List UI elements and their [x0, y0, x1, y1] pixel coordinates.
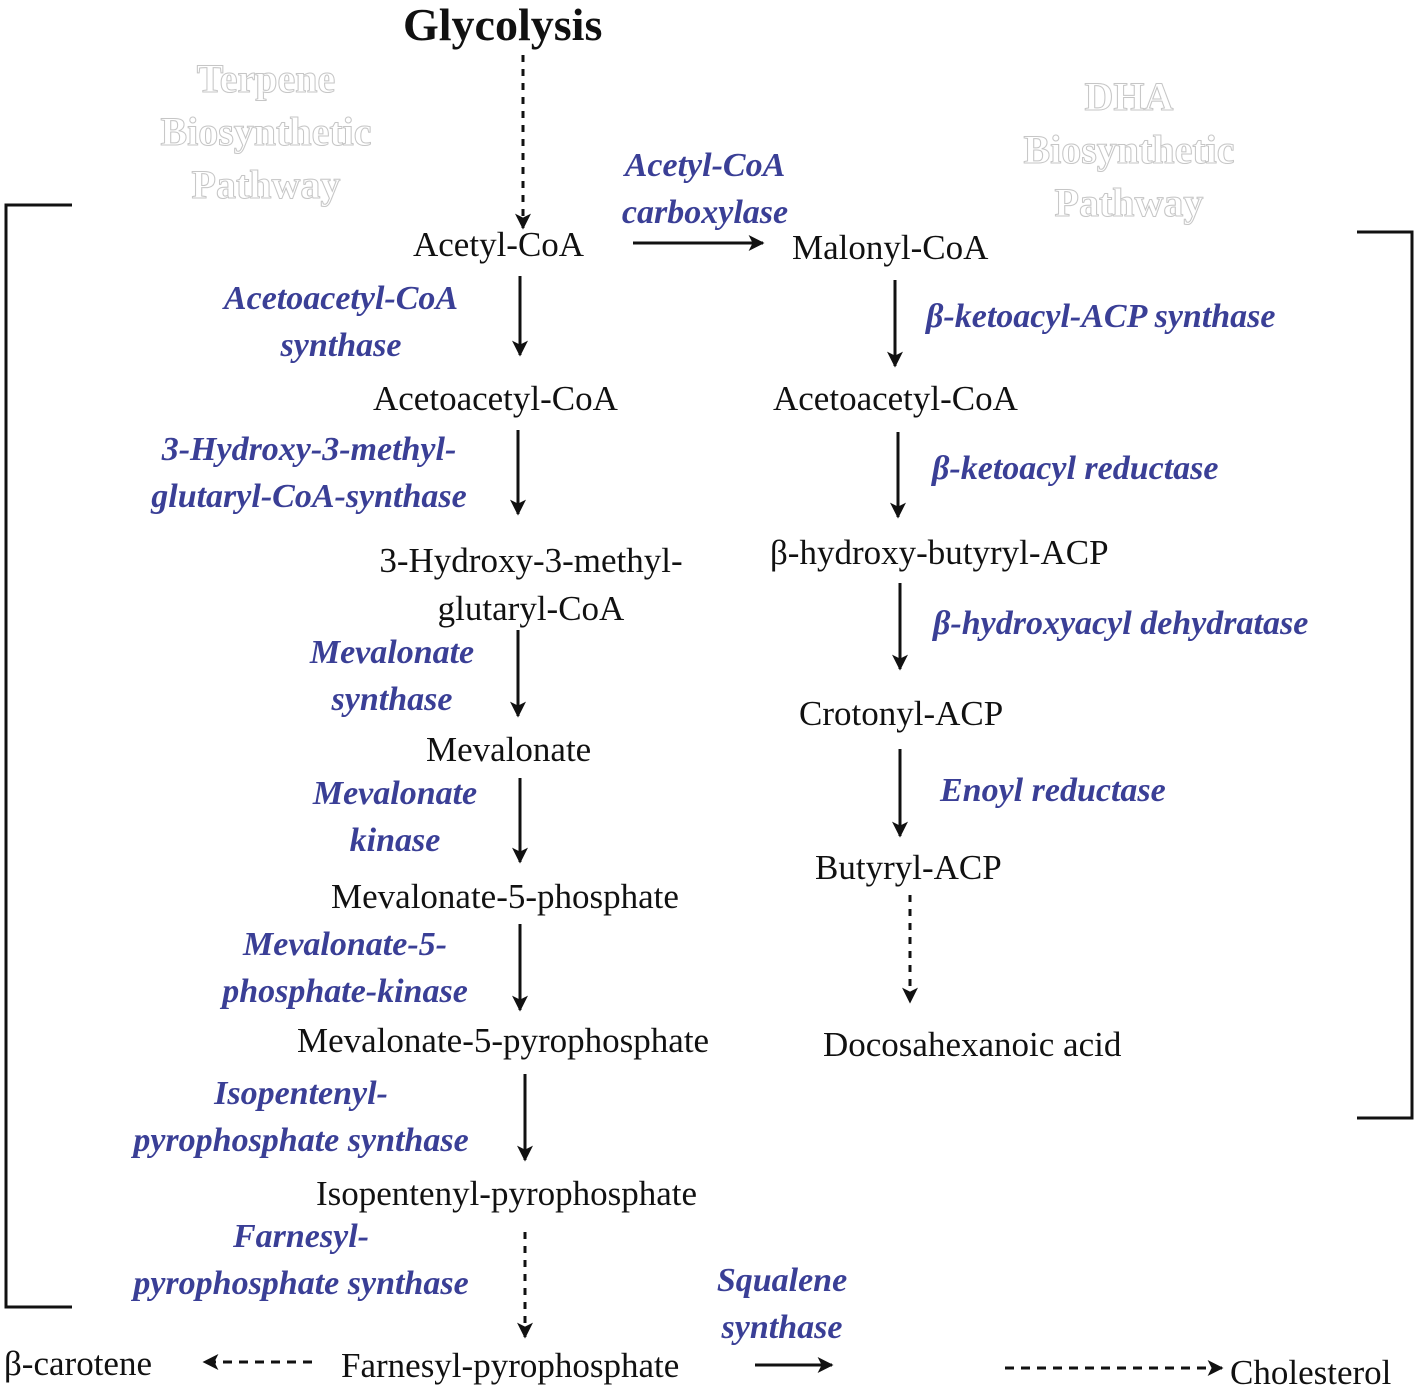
enzyme-isopentenyl-pyrophosphate-synthase: Isopentenyl- pyrophosphate synthase: [133, 1075, 469, 1159]
mevalonate-5-phosphate: Mevalonate-5-phosphate: [331, 877, 679, 916]
dha-pathway-label: DHA Biosynthetic Pathway: [1023, 74, 1235, 226]
mevalonate: Mevalonate: [426, 730, 592, 769]
terpene-pathway-bracket: [4, 203, 72, 1309]
mevalonate-5-pyrophosphate: Mevalonate-5-pyrophosphate: [297, 1021, 710, 1060]
acetoacetyl-coa-terpene: Acetoacetyl-CoA: [373, 379, 618, 418]
acetyl-coa: Acetyl-CoA: [413, 225, 585, 264]
enzyme-mevalonate-kinase: Mevalonate kinase: [312, 775, 478, 859]
enzyme-acetyl-coa-carboxylase: Acetyl-CoA carboxylase: [621, 147, 789, 231]
docosahexanoic-acid: Docosahexanoic acid: [823, 1025, 1122, 1064]
farnesyl-pyrophosphate: Farnesyl-pyrophosphate: [341, 1346, 680, 1385]
crotonyl-acp: Crotonyl-ACP: [799, 694, 1004, 733]
enzyme-farnesyl-pyrophosphate-synthase: Farnesyl- pyrophosphate synthase: [133, 1218, 469, 1302]
enzyme-hmg-coa-synthase: 3-Hydroxy-3-methyl- glutaryl-CoA-synthas…: [151, 431, 467, 515]
enzyme-enoyl-reductase: Enoyl reductase: [940, 772, 1166, 809]
isopentenyl-pyrophosphate: Isopentenyl-pyrophosphate: [316, 1174, 698, 1213]
terpene-pathway-label: Terpene Biosynthetic Pathway: [160, 56, 372, 208]
dha-pathway-bracket: [1357, 230, 1414, 1120]
enzyme-acetoacetyl-coa-synthase: Acetoacetyl-CoA synthase: [223, 280, 459, 364]
beta-carotene: β-carotene: [4, 1344, 152, 1383]
butyryl-acp: Butyryl-ACP: [815, 848, 1002, 887]
beta-hydroxy-butyryl-acp: β-hydroxy-butyryl-ACP: [770, 533, 1109, 572]
hmg-coa: 3-Hydroxy-3-methyl- glutaryl-CoA: [379, 541, 683, 629]
acetoacetyl-coa-dha: Acetoacetyl-CoA: [773, 379, 1018, 418]
enzyme-mevalonate-synthase: Mevalonate synthase: [309, 634, 475, 718]
enzyme-squalene-synthase: Squalene synthase: [716, 1262, 848, 1346]
enzyme-mevalonate-5-phosphate-kinase: Mevalonate-5- phosphate-kinase: [222, 926, 468, 1010]
glycolysis-title: Glycolysis: [403, 0, 603, 50]
enzyme-beta-ketoacyl-reductase: β-ketoacyl reductase: [932, 450, 1219, 487]
cholesterol: Cholesterol: [1230, 1353, 1392, 1391]
enzyme-beta-hydroxyacyl-dehydratase: β-hydroxyacyl dehydratase: [933, 605, 1309, 642]
malonyl-coa: Malonyl-CoA: [792, 228, 989, 267]
enzyme-beta-ketoacyl-acp-synthase: β-ketoacyl-ACP synthase: [926, 298, 1276, 335]
